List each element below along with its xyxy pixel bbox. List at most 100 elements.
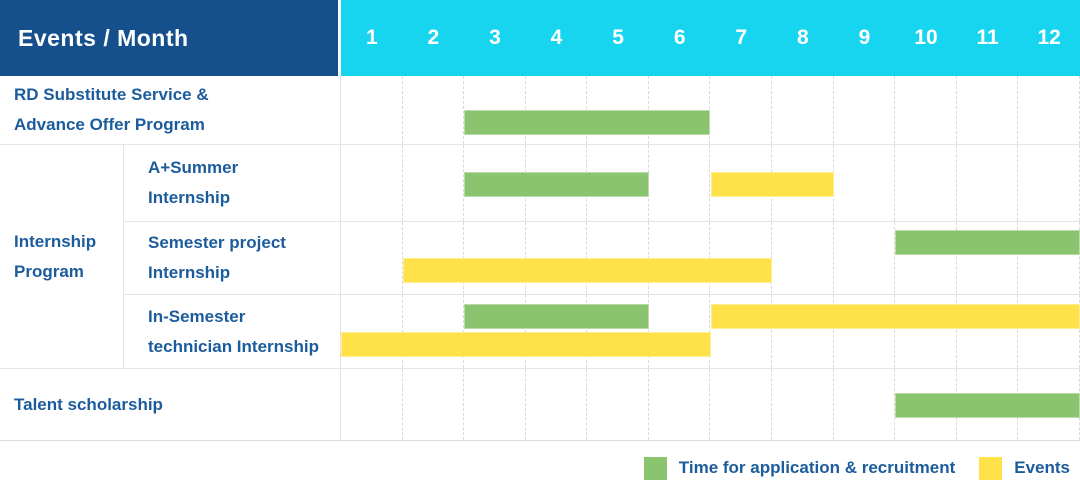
month-header-5: 5 <box>612 26 624 49</box>
month-cell-bg <box>772 295 834 368</box>
month-cell-bg <box>834 76 896 144</box>
month-cell-bg <box>957 145 1019 221</box>
month-cell-bg <box>403 76 465 144</box>
month-cell-bg <box>1018 145 1080 221</box>
month-header-8: 8 <box>796 26 809 49</box>
month-cell-bg <box>710 369 773 440</box>
events-bar <box>710 172 834 198</box>
schedule-row: In-Semester technician Internship <box>124 295 1080 368</box>
month-header-6: 6 <box>673 26 686 49</box>
month-cell-bg <box>341 222 403 294</box>
month-header-row: 1 2 3 4 5 6 7 8 9 10 11 12 <box>341 0 1080 76</box>
legend-swatch-events <box>979 456 1003 480</box>
month-cell-bg <box>341 76 403 144</box>
month-cell-bg <box>957 222 1019 294</box>
row-timeline <box>340 145 1080 221</box>
legend-label: Time for application & recruitment <box>678 458 956 477</box>
schedule-row: A+Summer Internship <box>124 145 1080 222</box>
month-cell-bg <box>834 222 896 294</box>
month-cell-bg <box>526 369 588 440</box>
application-bar <box>464 303 649 329</box>
month-cell-bg <box>341 145 403 221</box>
month-cell-bg <box>710 76 773 144</box>
month-cell-bg <box>772 222 834 294</box>
legend-swatch-application <box>643 456 667 480</box>
events-bar <box>710 303 1080 329</box>
schedule-body: RD Substitute Service & Advance Offer Pr… <box>0 76 1080 441</box>
month-cell-bg <box>649 295 711 368</box>
row-label: Talent scholarship <box>14 394 163 414</box>
row-timeline <box>340 222 1080 294</box>
month-cell-bg <box>772 369 834 440</box>
month-cell-bg <box>895 145 957 221</box>
application-bar <box>895 230 1080 256</box>
month-header-3: 3 <box>489 26 501 49</box>
month-cell-bg <box>834 145 896 221</box>
events-bar <box>341 332 711 358</box>
application-bar <box>464 109 711 135</box>
legend-label: Events <box>1014 458 1070 477</box>
month-cell-bg <box>403 295 465 368</box>
row-label: RD Substitute Service & Advance Offer Pr… <box>14 85 209 134</box>
month-cell-bg <box>587 369 649 440</box>
schedule-row: Talent scholarship <box>0 369 1080 441</box>
row-label: A+Summer Internship <box>148 158 239 207</box>
month-header-1: 1 <box>365 26 378 49</box>
row-group-cell: Internship Program <box>0 145 124 368</box>
month-cell-bg <box>403 369 465 440</box>
month-cell-bg <box>464 369 526 440</box>
month-cell-bg <box>587 222 649 294</box>
month-cell-bg <box>1018 222 1080 294</box>
month-cell-bg <box>895 295 957 368</box>
schedule-row: Semester project Internship <box>124 222 1080 295</box>
month-cell-bg <box>587 295 649 368</box>
row-group-rows: A+Summer Internship Semester project Inte… <box>124 145 1080 368</box>
legend: Time for application & recruitment Events <box>0 441 1080 494</box>
month-cell-bg <box>710 222 773 294</box>
month-cell-bg <box>957 76 1019 144</box>
application-bar <box>895 393 1080 419</box>
header-title: Events / Month <box>18 24 189 51</box>
month-cell-bg <box>464 222 526 294</box>
month-cell-bg <box>772 76 834 144</box>
month-cell-bg <box>403 145 465 221</box>
month-cell-bg <box>649 222 711 294</box>
month-header-4: 4 <box>550 26 563 49</box>
row-group-block: Internship Program A+Summer Internship Sem… <box>0 145 1080 369</box>
row-label: Semester project Internship <box>148 233 286 282</box>
month-header-11: 11 <box>976 26 999 49</box>
month-cell-bg <box>1018 76 1080 144</box>
month-cell-bg <box>526 222 588 294</box>
month-cell-bg <box>464 295 526 368</box>
month-cell-bg <box>649 145 711 221</box>
row-timeline <box>340 76 1080 144</box>
events-bar <box>402 258 773 284</box>
month-header-2: 2 <box>427 26 440 49</box>
month-header-12: 12 <box>1037 26 1061 49</box>
legend-item: Events <box>979 456 1070 480</box>
month-cell-bg <box>403 222 465 294</box>
row-timeline <box>340 295 1080 368</box>
month-header-7: 7 <box>735 26 748 49</box>
month-cell-bg <box>341 369 403 440</box>
events-month-header-cell: Events / Month <box>0 0 341 76</box>
month-cell-bg <box>710 295 773 368</box>
month-cell-bg <box>341 295 403 368</box>
month-cell-bg <box>1018 295 1080 368</box>
month-cell-bg <box>834 295 896 368</box>
month-header-9: 9 <box>858 26 871 49</box>
application-bar <box>464 172 649 198</box>
legend-item: Time for application & recruitment <box>643 456 956 480</box>
schedule-row: RD Substitute Service & Advance Offer Pr… <box>0 76 1080 145</box>
month-cell-bg <box>834 369 896 440</box>
row-label: In-Semester technician Internship <box>148 306 319 356</box>
month-cell-bg <box>895 76 957 144</box>
month-cell-bg <box>895 222 957 294</box>
table-header: Events / Month 1 2 3 4 5 6 7 8 9 10 11 12 <box>0 0 1080 76</box>
month-cell-bg <box>957 295 1019 368</box>
month-cell-bg <box>526 295 588 368</box>
row-timeline <box>340 369 1080 440</box>
month-cell-bg <box>649 369 711 440</box>
month-header-10: 10 <box>914 26 938 49</box>
